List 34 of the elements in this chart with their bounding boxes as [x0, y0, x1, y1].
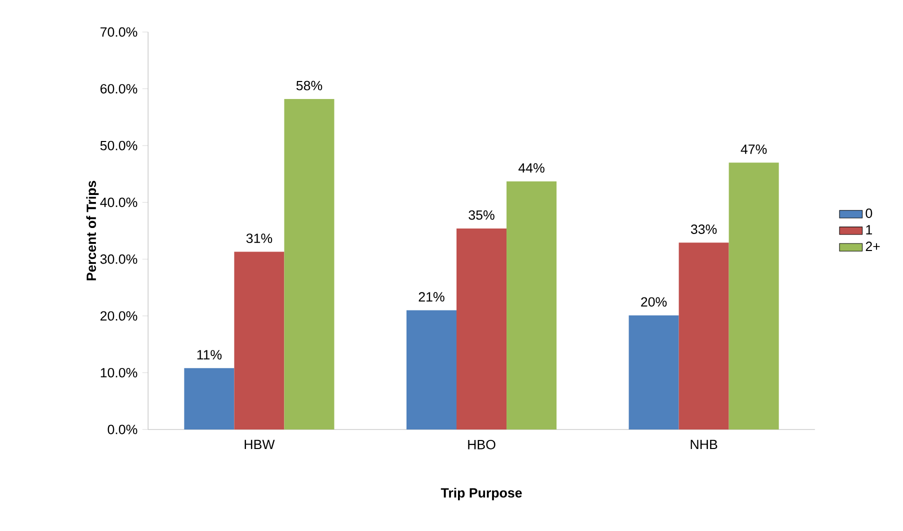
legend-label: 2+ — [866, 242, 880, 252]
data-label: 20% — [641, 297, 667, 307]
x-tick-label: HBO — [468, 440, 496, 450]
bar — [406, 310, 457, 430]
bar — [284, 99, 334, 430]
x-tick-label: HBW — [244, 440, 275, 450]
data-label: 21% — [418, 292, 444, 302]
y-tick-label: 50.0% — [100, 140, 138, 150]
bar — [184, 368, 234, 430]
bar — [506, 181, 557, 430]
data-label: 47% — [740, 144, 767, 154]
y-tick-label: 0.0% — [108, 424, 138, 434]
bar — [234, 252, 284, 430]
legend-label: 1 — [866, 225, 872, 234]
y-tick-label: 60.0% — [100, 84, 138, 94]
x-axis-title: Trip Purpose — [440, 488, 522, 500]
y-axis-title: Percent of Trips — [86, 180, 99, 280]
y-tick-label: 30.0% — [100, 254, 138, 264]
data-label: 31% — [246, 234, 272, 244]
data-label: 58% — [296, 80, 322, 90]
data-label: 44% — [518, 163, 544, 173]
data-label: 33% — [690, 224, 717, 234]
bar — [456, 228, 507, 430]
data-label: 11% — [197, 350, 222, 360]
bar — [678, 242, 729, 430]
legend-label: 0 — [866, 208, 872, 218]
y-tick-label: 40.0% — [100, 198, 138, 208]
bar — [628, 315, 679, 430]
x-tick-label: NHB — [690, 440, 718, 450]
data-label: 35% — [468, 210, 494, 220]
y-tick-label: 10.0% — [100, 368, 138, 378]
bar — [728, 162, 779, 430]
y-tick-label: 70.0% — [100, 27, 138, 37]
y-tick-label: 20.0% — [100, 311, 138, 321]
